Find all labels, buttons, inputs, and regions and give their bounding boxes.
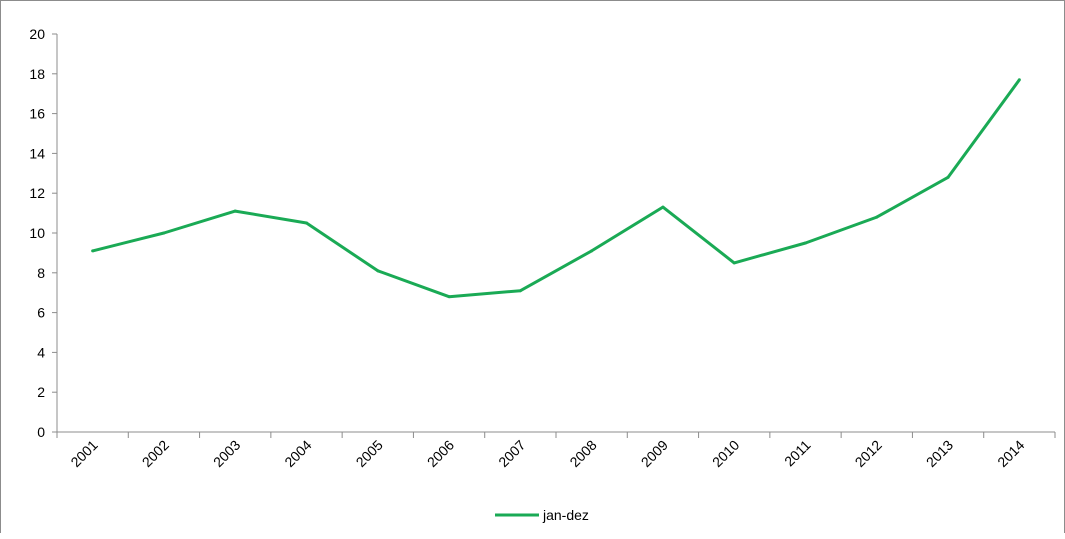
data-point-2009 bbox=[661, 205, 665, 209]
x-tick-label: 2010 bbox=[709, 437, 742, 470]
y-tick-label: 18 bbox=[29, 66, 45, 82]
data-point-2002 bbox=[162, 231, 166, 235]
series-line-jan-dez bbox=[92, 78, 1021, 299]
data-point-2001 bbox=[91, 249, 95, 253]
data-point-2012 bbox=[875, 215, 879, 219]
x-tick-label: 2011 bbox=[781, 437, 814, 470]
data-point-2007 bbox=[518, 289, 522, 293]
x-tick-label: 2004 bbox=[281, 437, 314, 470]
x-tick-label: 2013 bbox=[923, 437, 956, 470]
data-point-2010 bbox=[732, 261, 736, 265]
data-point-2006 bbox=[447, 295, 451, 299]
x-axis: 2001 2002 2003 2004 2005 2006 2007 2008 2009 2010… bbox=[56, 431, 1056, 470]
x-tick-label: 2003 bbox=[210, 437, 243, 470]
y-tick-label: 4 bbox=[37, 344, 45, 360]
data-point-2011 bbox=[804, 241, 807, 245]
data-point-2004 bbox=[305, 221, 308, 225]
y-tick-label: 0 bbox=[37, 424, 45, 440]
y-tick-label: 8 bbox=[37, 265, 45, 281]
x-tick-label: 2002 bbox=[139, 437, 172, 470]
data-point-2005 bbox=[376, 269, 380, 273]
legend-label-jan-dez: jan-dez bbox=[542, 507, 589, 523]
y-tick-label: 14 bbox=[29, 145, 45, 161]
y-tick-label: 10 bbox=[29, 225, 45, 241]
x-tick-label: 2001 bbox=[67, 437, 100, 470]
y-tick-label: 2 bbox=[37, 384, 45, 400]
data-point-2003 bbox=[233, 209, 237, 213]
y-tick-label: 16 bbox=[29, 106, 45, 122]
x-tick-label: 2014 bbox=[994, 437, 1027, 470]
x-tick-label: 2006 bbox=[424, 437, 457, 470]
x-tick-label: 2008 bbox=[566, 437, 599, 470]
y-axis: 0 2 4 6 8 10 12 14 16 18 20 bbox=[29, 26, 58, 440]
legend: jan-dez bbox=[495, 507, 589, 523]
y-tick-label: 12 bbox=[29, 185, 45, 201]
data-point-2013 bbox=[946, 175, 950, 179]
y-tick-label: 6 bbox=[37, 305, 45, 321]
y-tick-label: 20 bbox=[29, 26, 45, 42]
data-point-2008 bbox=[590, 249, 594, 253]
data-point-2014 bbox=[1017, 78, 1021, 82]
series-group bbox=[91, 78, 1021, 299]
x-tick-label: 2007 bbox=[495, 437, 528, 470]
x-tick-label: 2012 bbox=[852, 437, 885, 470]
x-tick-label: 2005 bbox=[353, 437, 386, 470]
x-tick-label: 2009 bbox=[638, 437, 671, 470]
